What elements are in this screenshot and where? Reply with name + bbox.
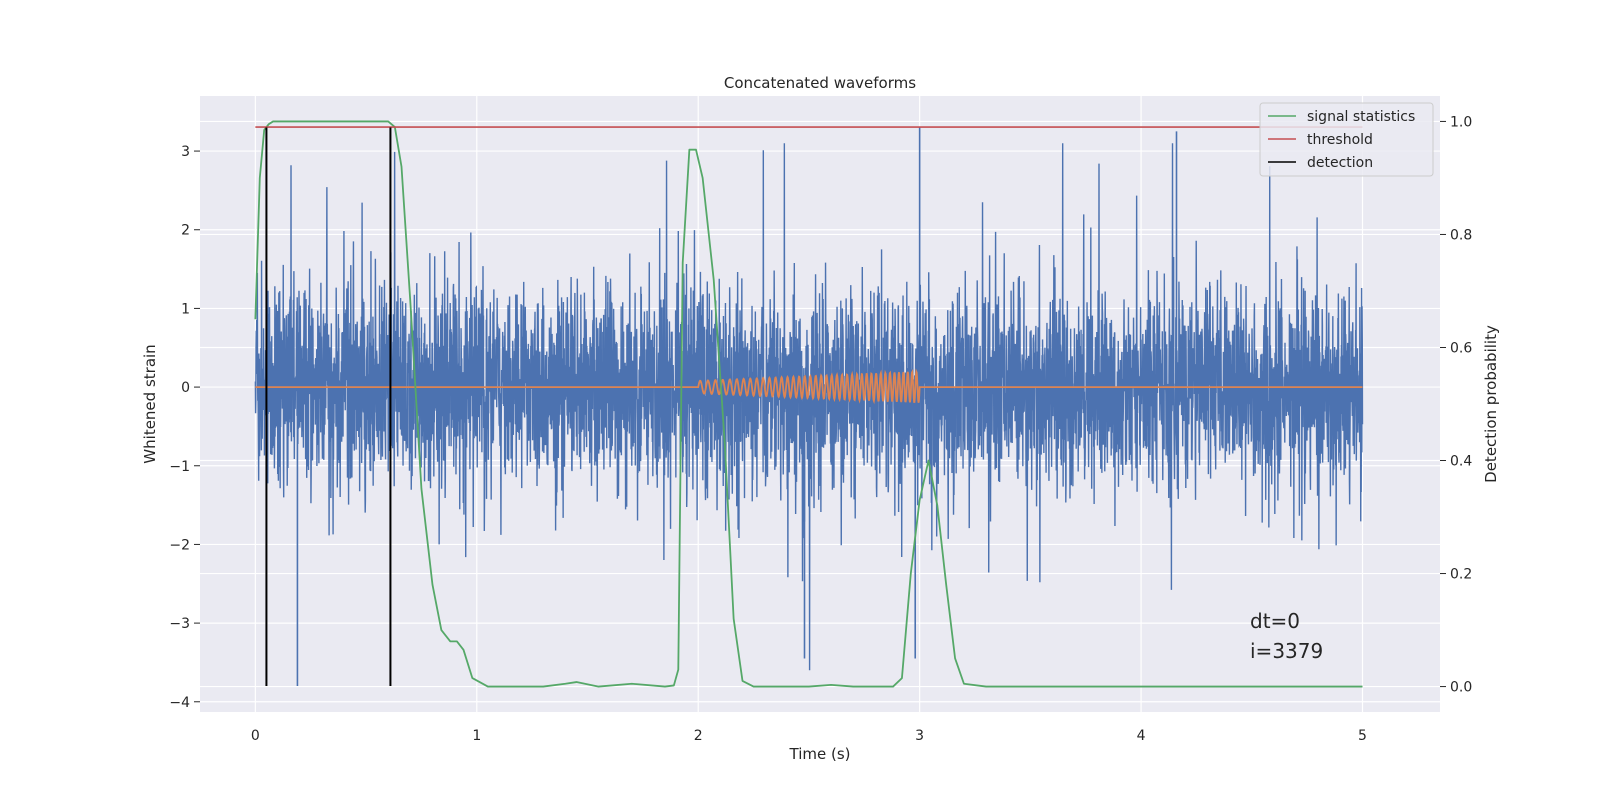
legend-label-threshold: threshold	[1307, 132, 1373, 148]
y-tick-label: 2	[181, 223, 190, 239]
y-tick-label: 1	[181, 301, 190, 317]
annotation-dt: dt=0	[1250, 609, 1300, 633]
y2-tick-label: 0.4	[1450, 454, 1472, 470]
x-tick-label: 2	[694, 728, 703, 744]
y-tick-label: −3	[169, 616, 190, 632]
x-axis-label: Time (s)	[789, 745, 851, 763]
series-chirp-line	[255, 368, 1363, 405]
series-signal-statistics-line	[254, 120, 1363, 688]
legend-label-signal-statistics: signal statistics	[1307, 109, 1415, 125]
y-axis-label: Whitened strain	[141, 344, 159, 463]
y-tick-label: 3	[181, 144, 190, 160]
annotation-index: i=3379	[1250, 639, 1323, 663]
y2-tick-label: 0.6	[1450, 340, 1472, 356]
y2-tick-label: 0.0	[1450, 680, 1472, 696]
legend-label-detection: detection	[1307, 155, 1373, 171]
y-tick-label: −2	[169, 537, 190, 553]
y-axis-ticks: −4 −3 −2 −1 0 1 2 3	[169, 144, 200, 711]
x-tick-label: 3	[915, 728, 924, 744]
legend-frame	[1259, 102, 1434, 177]
x-tick-label: 1	[472, 728, 481, 744]
y2-tick-label: 0.8	[1450, 227, 1472, 243]
y2-axis-label: Detection probability	[1482, 325, 1500, 483]
y2-tick-label: 1.0	[1450, 114, 1472, 130]
y2-axis-ticks: 0.0 0.2 0.4 0.6 0.8 1.0	[1440, 114, 1472, 696]
chart-title: Concatenated waveforms	[724, 74, 916, 92]
x-tick-label: 5	[1358, 728, 1367, 744]
x-tick-label: 4	[1137, 728, 1146, 744]
y2-tick-label: 0.2	[1450, 567, 1472, 583]
x-tick-label: 0	[251, 728, 260, 744]
y-tick-label: 0	[181, 380, 190, 396]
legend: signal statistics threshold detection	[1259, 102, 1434, 177]
y-tick-label: −4	[169, 695, 190, 711]
y-tick-label: −1	[169, 459, 190, 475]
x-axis-ticks: 0 1 2 3 4 5	[251, 728, 1367, 744]
series-layer	[254, 120, 1364, 688]
